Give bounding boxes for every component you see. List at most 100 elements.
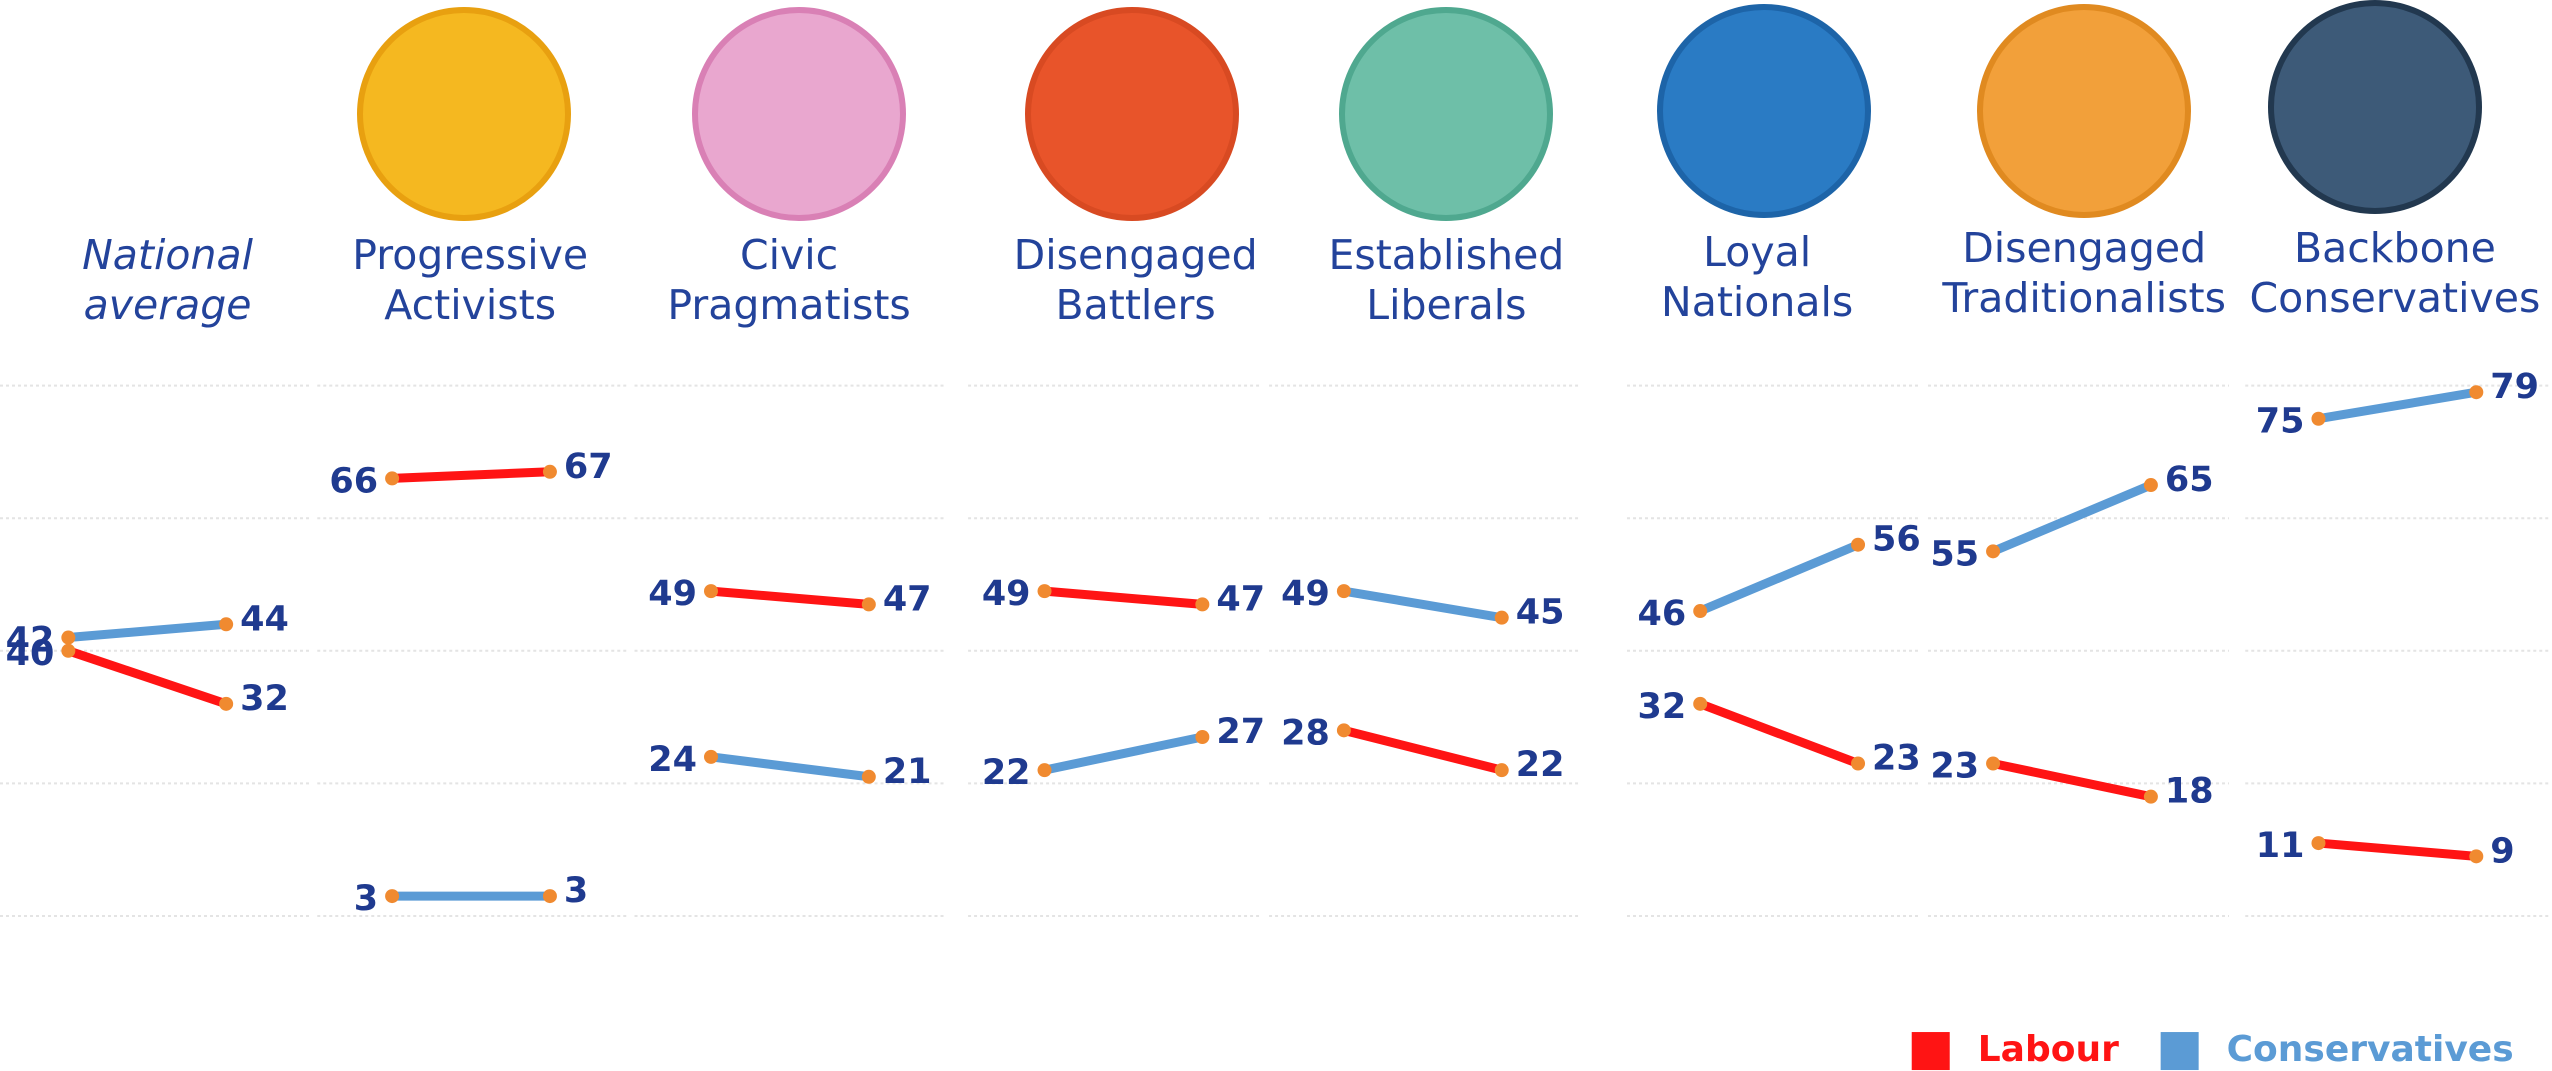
end-point [1494, 763, 1509, 778]
icon [1977, 4, 2191, 218]
end-point [542, 464, 557, 479]
value-label: 79 [2490, 367, 2539, 407]
legend-swatch [1911, 1032, 1950, 1071]
slope-line [1698, 699, 1860, 768]
end-point [861, 769, 876, 784]
end-point [2143, 789, 2158, 804]
value-label: 45 [1516, 593, 1565, 633]
end-point [861, 597, 876, 612]
category-label: National average [82, 230, 253, 329]
category-label: Established Liberals [1328, 230, 1565, 329]
value-label: 24 [648, 740, 697, 780]
category-label: Backbone Conservatives [2249, 224, 2541, 323]
slope-line [2317, 387, 2478, 424]
icon [1657, 4, 1871, 218]
slope-line [710, 586, 870, 609]
end-point [1851, 756, 1866, 771]
icon [2268, 0, 2482, 214]
value-label: 47 [1216, 579, 1265, 619]
start-point [703, 749, 718, 764]
start-point [1037, 763, 1052, 778]
end-point [219, 617, 234, 632]
end-point [1494, 610, 1509, 625]
value-label: 46 [1637, 594, 1686, 634]
legend-label: Labour [1978, 1029, 2119, 1070]
slope-line [67, 619, 227, 643]
slope-line [1343, 586, 1503, 623]
legend-swatch [2160, 1032, 2199, 1071]
slope-line [1698, 540, 1860, 616]
start-point [1037, 584, 1052, 599]
value-label: 55 [1930, 534, 1979, 574]
icon [692, 7, 906, 221]
value-label: 47 [883, 579, 932, 619]
slope-line [1992, 759, 2152, 802]
end-point [1195, 729, 1210, 744]
start-point [385, 471, 400, 486]
slope-line [66, 646, 228, 709]
start-point [703, 584, 718, 599]
value-label: 3 [564, 871, 588, 911]
end-point [2469, 849, 2484, 864]
value-label: 65 [2165, 460, 2214, 500]
legend-label: Conservatives [2227, 1029, 2514, 1070]
value-label: 40 [6, 634, 55, 674]
slope-line [391, 467, 551, 483]
slope-line [1044, 586, 1203, 609]
end-point [2469, 385, 2484, 400]
end-point [219, 696, 234, 711]
end-point [1195, 597, 1210, 612]
value-label: 42 [6, 621, 55, 661]
start-point [1986, 756, 2001, 771]
value-label: 18 [2165, 772, 2214, 812]
value-label: 21 [883, 752, 932, 792]
value-label: 67 [564, 447, 613, 487]
value-label: 23 [1872, 739, 1921, 779]
icons [357, 0, 2482, 221]
start-point [1693, 696, 1708, 711]
start-point [2311, 411, 2326, 426]
icon [1025, 7, 1239, 221]
value-label: 22 [982, 753, 1031, 793]
slope-line [710, 752, 870, 782]
end-point [542, 889, 557, 904]
slope-line [1043, 732, 1204, 775]
value-label: 49 [648, 574, 697, 614]
slope-line [1342, 725, 1503, 775]
value-label: 44 [240, 599, 289, 639]
value-label: 27 [1216, 712, 1265, 752]
value-label: 23 [1930, 747, 1979, 787]
slope-line [2318, 838, 2477, 861]
slope-line [1991, 480, 2153, 556]
value-label: 28 [1281, 713, 1330, 753]
value-label: 32 [1637, 687, 1686, 727]
category-label: Progressive Activists [352, 230, 589, 329]
category-label: Civic Pragmatists [667, 230, 911, 329]
category-label: Disengaged Battlers [1013, 230, 1258, 329]
start-point [61, 630, 76, 645]
end-point [2143, 478, 2158, 493]
start-point [1693, 604, 1708, 619]
value-label: 75 [2256, 402, 2305, 442]
category-label: Loyal Nationals [1661, 227, 1854, 326]
end-point [1851, 537, 1866, 552]
icon [1339, 7, 1553, 221]
start-point [385, 889, 400, 904]
value-label: 11 [2256, 826, 2305, 866]
start-point [61, 643, 76, 658]
value-label: 49 [1281, 574, 1330, 614]
value-label: 56 [1872, 520, 1921, 560]
value-label: 49 [982, 574, 1031, 614]
start-point [1336, 723, 1351, 738]
value-label: 32 [240, 679, 289, 719]
value-label: 66 [329, 461, 378, 501]
value-label: 3 [354, 879, 378, 919]
start-point [1986, 544, 2001, 559]
value-label: 22 [1516, 745, 1565, 785]
start-point [1336, 584, 1351, 599]
value-label: 9 [2490, 831, 2514, 871]
start-point [2311, 836, 2326, 851]
category-label: Disengaged Traditionalists [1942, 224, 2226, 323]
